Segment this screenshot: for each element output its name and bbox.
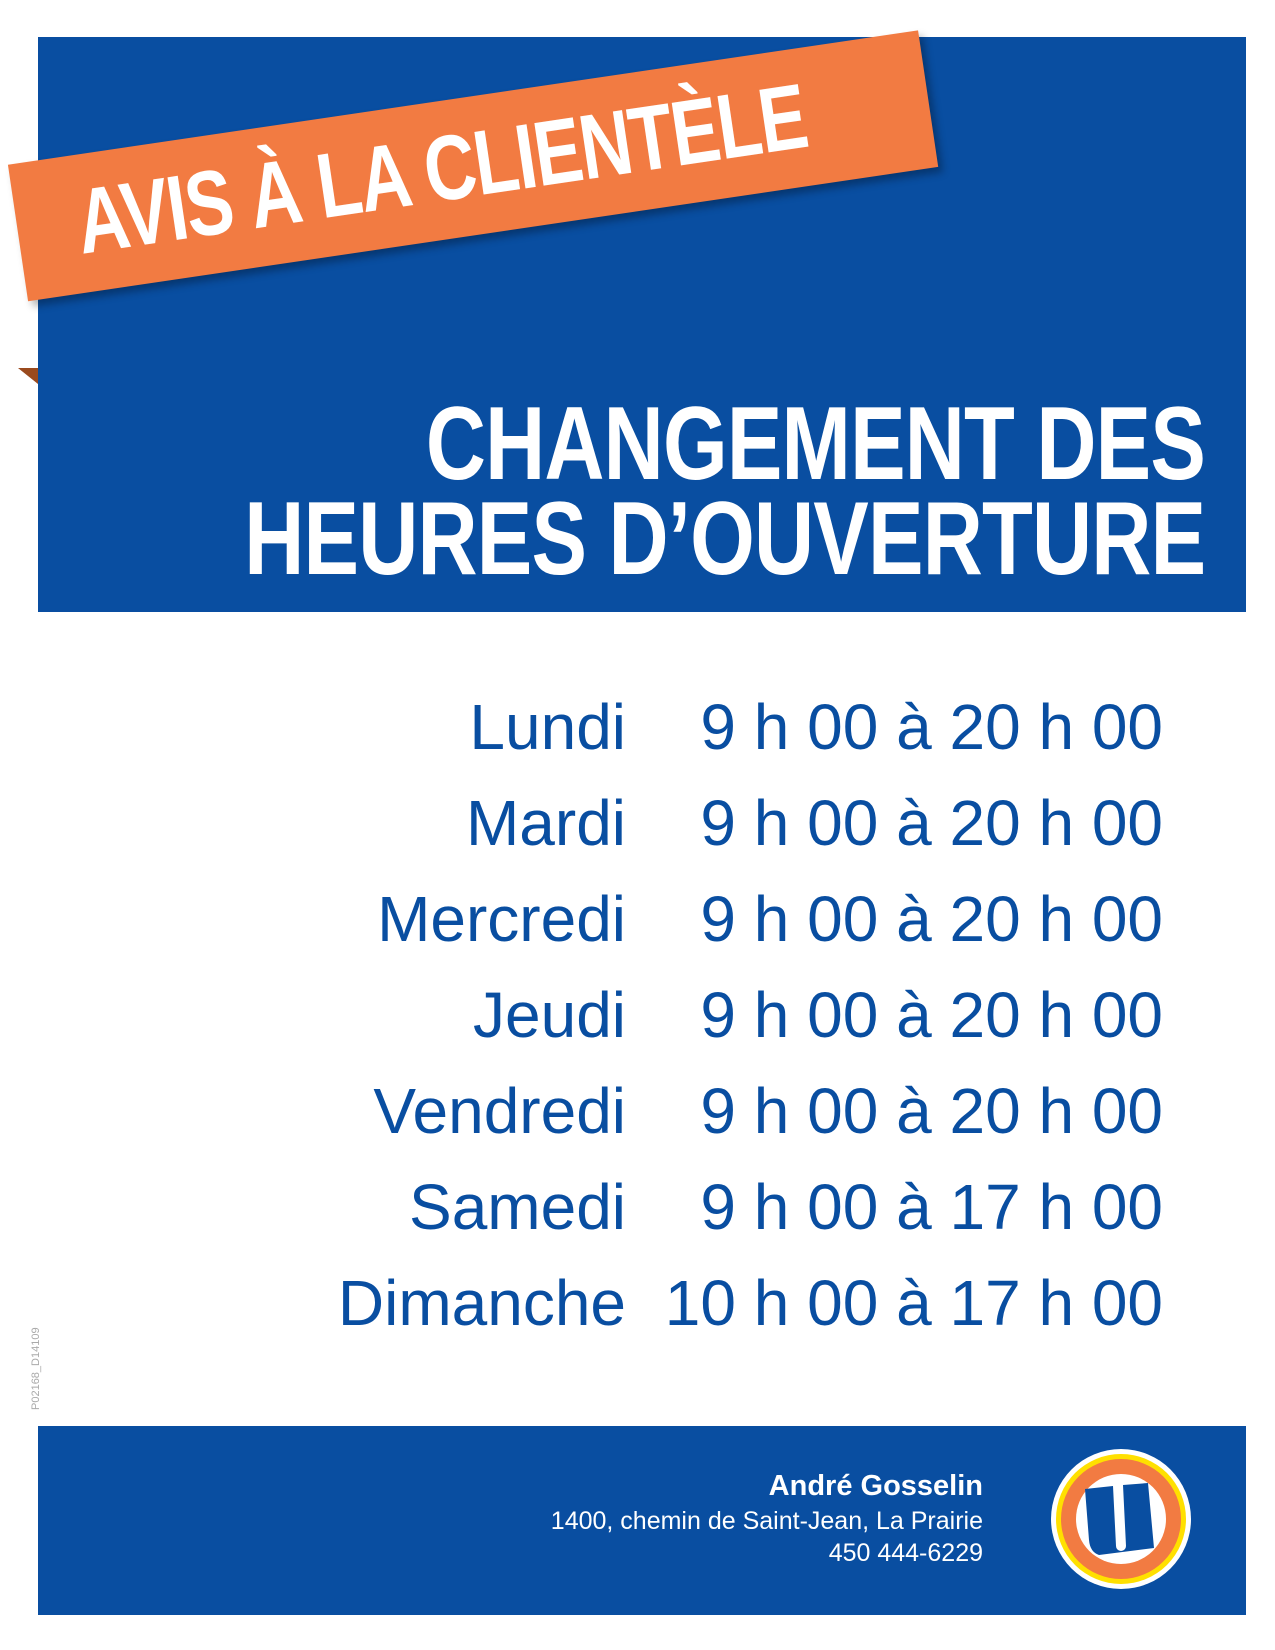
day-label: Jeudi [473,979,626,1051]
day-label: Mercredi [377,883,626,955]
print-code: P02168_D14109 [30,1327,42,1410]
schedule: Lundi 9 h 00 à 20 h 00 Mardi 9 h 00 à 20 h… [0,690,1275,1362]
day-label: Vendredi [373,1075,626,1147]
store-address: 1400, chemin de Saint-Jean, La Prairie [550,1507,983,1535]
schedule-row: Vendredi 9 h 00 à 20 h 00 [0,1074,1275,1170]
day-label: Dimanche [337,1267,626,1339]
footer-panel: André Gosselin 1400, chemin de Saint-Jea… [38,1426,1246,1615]
schedule-row: Mercredi 9 h 00 à 20 h 00 [0,882,1275,978]
hours: 9 h 00 à 20 h 00 [700,691,1163,763]
hours: 9 h 00 à 20 h 00 [700,979,1163,1051]
day-label: Lundi [469,691,626,763]
hours: 9 h 00 à 17 h 00 [700,1171,1163,1243]
schedule-row: Jeudi 9 h 00 à 20 h 00 [0,978,1275,1074]
schedule-row: Dimanche 10 h 00 à 17 h 00 [0,1266,1275,1362]
u-logo-icon [1051,1449,1191,1589]
schedule-row: Samedi 9 h 00 à 17 h 00 [0,1170,1275,1266]
hours: 9 h 00 à 20 h 00 [700,883,1163,955]
day-label: Mardi [465,787,626,859]
schedule-row: Lundi 9 h 00 à 20 h 00 [0,690,1275,786]
store-name: André Gosselin [768,1470,983,1502]
page-title-line1: CHANGEMENT DES [425,386,1206,502]
hours: 9 h 00 à 20 h 00 [700,787,1163,859]
page-title-line2: HEURES D’OUVERTURE [243,481,1206,597]
schedule-row: Mardi 9 h 00 à 20 h 00 [0,786,1275,882]
day-label: Samedi [409,1171,626,1243]
banner-fold [18,368,38,384]
hours: 9 h 00 à 20 h 00 [700,1075,1163,1147]
hours: 10 h 00 à 17 h 00 [664,1267,1163,1339]
store-phone: 450 444-6229 [828,1539,983,1567]
